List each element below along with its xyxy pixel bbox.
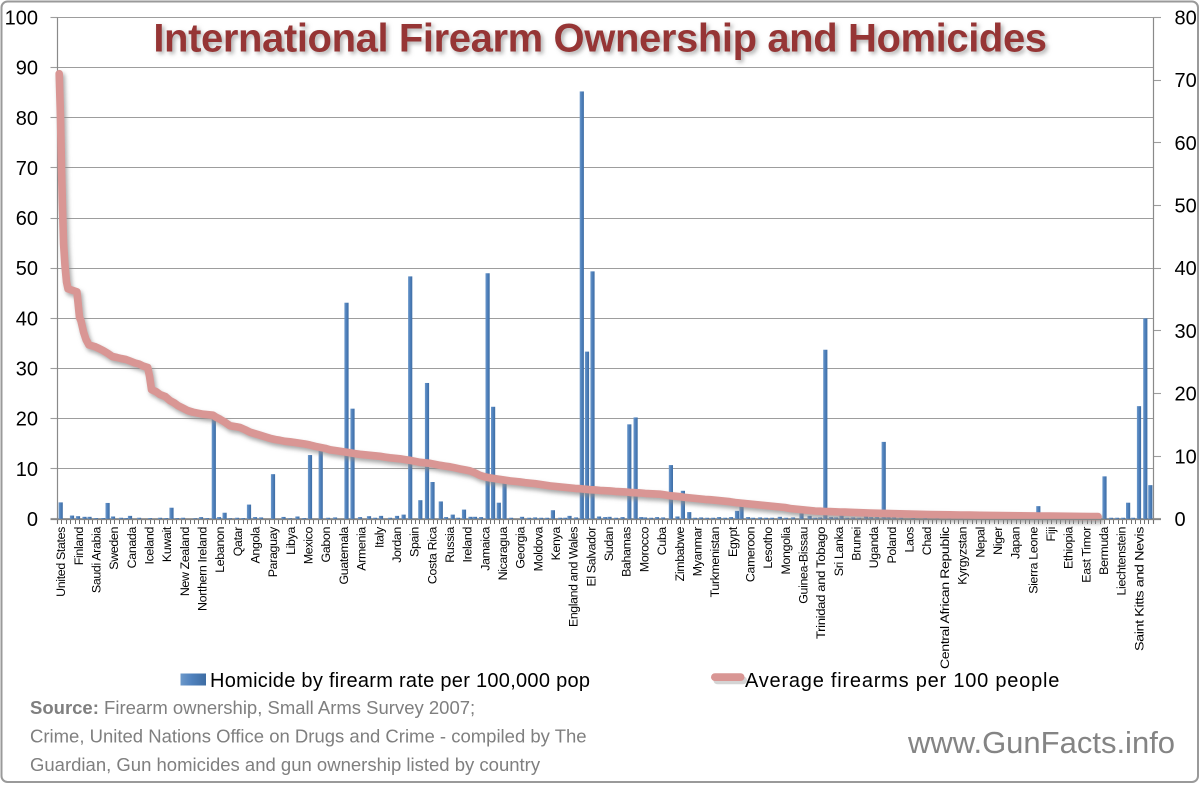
svg-text:50: 50 [1175,196,1197,218]
svg-text:New Zealand: New Zealand [178,527,192,597]
svg-text:International Firearm Ownershi: International Firearm Ownership and Homi… [153,17,1046,61]
svg-text:0: 0 [1175,509,1186,531]
svg-text:Cameroon: Cameroon [744,527,758,583]
svg-text:40: 40 [1175,258,1197,280]
svg-text:30: 30 [1175,321,1197,343]
svg-text:Poland: Poland [885,527,899,564]
svg-text:Morocco: Morocco [637,527,651,573]
svg-text:10: 10 [1175,446,1197,468]
svg-text:Jordan: Jordan [390,527,404,563]
svg-text:Russia: Russia [443,527,457,563]
svg-text:Brunei: Brunei [850,527,864,561]
svg-text:United States: United States [54,527,68,597]
svg-text:Armenia: Armenia [355,527,369,571]
svg-text:Chad: Chad [920,527,934,556]
svg-text:60: 60 [16,208,38,230]
svg-text:90: 90 [16,58,38,80]
svg-text:Saint Kitts and Nevis: Saint Kitts and Nevis [1132,527,1146,651]
svg-text:Ethiopia: Ethiopia [1062,527,1076,569]
svg-text:Paraguay: Paraguay [266,526,280,577]
svg-text:Uganda: Uganda [867,527,881,569]
svg-text:Average firearms per 100 peopl: Average firearms per 100 people [745,670,1060,692]
svg-text:20: 20 [16,409,38,431]
svg-text:Canada: Canada [125,527,139,569]
svg-text:Homicide by firearm rate per 1: Homicide by firearm rate per 100,000 pop [210,670,590,692]
svg-text:Mongolia: Mongolia [779,527,793,575]
svg-text:100: 100 [5,8,38,30]
svg-text:Niger: Niger [991,527,1005,555]
svg-text:Japan: Japan [1009,527,1023,559]
svg-text:Myanmar: Myanmar [690,527,704,576]
svg-text:Source: Firearm ownership, Sma: Source: Firearm ownership, Small Arms Su… [30,697,475,718]
svg-text:Cuba: Cuba [655,527,669,556]
svg-text:Fiji: Fiji [1044,527,1058,541]
svg-text:50: 50 [16,258,38,280]
svg-text:Ireland: Ireland [461,527,475,563]
svg-text:Egypt: Egypt [726,526,740,557]
svg-text:Crime, United Nations Office o: Crime, United Nations Office on Drugs an… [30,726,587,747]
svg-text:Sudan: Sudan [602,527,616,562]
svg-text:Sri Lanka: Sri Lanka [832,527,846,577]
svg-text:80: 80 [16,108,38,130]
svg-text:Spain: Spain [408,527,422,557]
svg-text:20: 20 [1175,384,1197,406]
svg-text:Georgia: Georgia [514,527,528,569]
svg-text:Qatar: Qatar [231,527,245,556]
svg-text:Gabon: Gabon [319,527,333,563]
svg-text:Lesotho: Lesotho [761,527,775,569]
svg-text:Moldova: Moldova [531,527,545,572]
svg-text:10: 10 [16,459,38,481]
svg-text:Central African Republic: Central African Republic [938,527,952,669]
svg-text:Nicaragua: Nicaragua [496,527,510,581]
svg-text:Costa Rica: Costa Rica [425,527,439,585]
svg-text:40: 40 [16,308,38,330]
svg-text:Jamaica: Jamaica [478,527,492,571]
svg-text:Bahamas: Bahamas [620,527,634,577]
svg-text:70: 70 [16,158,38,180]
svg-text:Northern Ireland: Northern Ireland [196,527,210,611]
svg-text:Bermuda: Bermuda [1097,527,1111,575]
svg-text:Trinidad and Tobago: Trinidad and Tobago [814,527,828,639]
svg-text:Laos: Laos [903,527,917,553]
svg-text:Sweden: Sweden [107,527,121,570]
svg-text:Libya: Libya [284,527,298,555]
svg-text:Kuwait: Kuwait [160,526,174,562]
svg-text:Iceland: Iceland [143,527,157,565]
svg-text:Guardian, Gun homicides and gu: Guardian, Gun homicides and gun ownershi… [30,754,541,775]
svg-text:El Salvador: El Salvador [584,527,598,587]
svg-text:30: 30 [16,359,38,381]
svg-text:East Timor: East Timor [1079,527,1093,583]
svg-text:Turkmenistan: Turkmenistan [708,527,722,598]
svg-text:Sierra Leone: Sierra Leone [1026,527,1040,594]
svg-text:Saudi Arabia: Saudi Arabia [90,527,104,594]
svg-text:70: 70 [1175,70,1197,92]
svg-text:Mexico: Mexico [302,527,316,565]
svg-text:Zimbabwe: Zimbabwe [673,527,687,582]
svg-text:Liechtenstein: Liechtenstein [1115,527,1129,596]
svg-text:Finland: Finland [72,527,86,566]
svg-text:60: 60 [1175,133,1197,155]
svg-text:Lebanon: Lebanon [213,527,227,573]
svg-text:Guatemala: Guatemala [337,527,351,585]
svg-text:Italy: Italy [372,526,386,548]
svg-text:Nepal: Nepal [973,527,987,558]
svg-text:England and Wales: England and Wales [567,527,581,627]
svg-text:Angola: Angola [249,527,263,564]
svg-text:www.GunFacts.info: www.GunFacts.info [907,725,1175,760]
svg-text:80: 80 [1175,8,1197,30]
svg-text:Guinea-Bissau: Guinea-Bissau [797,527,811,604]
svg-text:0: 0 [27,509,38,531]
svg-text:Kyrgyzstan: Kyrgyzstan [956,527,970,585]
svg-text:Kenya: Kenya [549,527,563,561]
